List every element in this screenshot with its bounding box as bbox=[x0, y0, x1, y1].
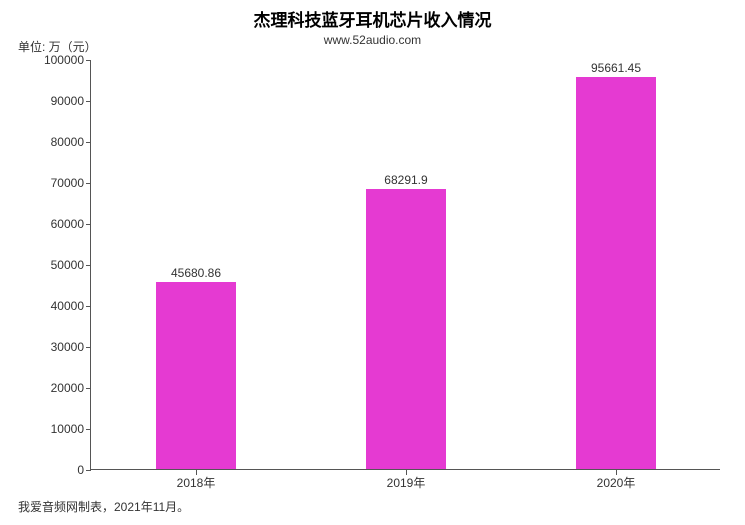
y-axis-tick-mark bbox=[86, 306, 91, 307]
bar-value-label: 68291.9 bbox=[384, 173, 427, 190]
y-axis-tick-label: 0 bbox=[34, 463, 84, 477]
y-axis-tick-mark bbox=[86, 60, 91, 61]
y-axis-tick-label: 60000 bbox=[34, 217, 84, 231]
x-axis-tick-label: 2019年 bbox=[387, 474, 426, 491]
chart-area: 0100002000030000400005000060000700008000… bbox=[90, 60, 720, 470]
chart-subtitle: www.52audio.com bbox=[0, 33, 745, 47]
plot-region: 0100002000030000400005000060000700008000… bbox=[90, 60, 720, 470]
y-axis-tick-label: 70000 bbox=[34, 176, 84, 190]
y-axis-tick-mark bbox=[86, 470, 91, 471]
y-axis-tick-label: 10000 bbox=[34, 422, 84, 436]
footer-note: 我爱音频网制表，2021年11月。 bbox=[18, 498, 189, 515]
title-block: 杰理科技蓝牙耳机芯片收入情况 www.52audio.com bbox=[0, 0, 745, 47]
y-axis-tick-label: 30000 bbox=[34, 340, 84, 354]
y-axis-tick-mark bbox=[86, 265, 91, 266]
chart-title: 杰理科技蓝牙耳机芯片收入情况 bbox=[0, 6, 745, 31]
y-axis-tick-mark bbox=[86, 101, 91, 102]
y-axis-tick-label: 90000 bbox=[34, 94, 84, 108]
y-axis-tick-label: 40000 bbox=[34, 299, 84, 313]
y-axis-tick-label: 80000 bbox=[34, 135, 84, 149]
bar-value-label: 95661.45 bbox=[591, 61, 641, 78]
y-axis-tick-mark bbox=[86, 142, 91, 143]
bar bbox=[156, 282, 236, 469]
y-axis-tick-mark bbox=[86, 429, 91, 430]
y-axis-tick-label: 50000 bbox=[34, 258, 84, 272]
y-axis-tick-label: 20000 bbox=[34, 381, 84, 395]
x-axis-tick-label: 2020年 bbox=[597, 474, 636, 491]
bar bbox=[576, 77, 656, 469]
y-axis-tick-label: 100000 bbox=[34, 53, 84, 67]
y-axis-tick-mark bbox=[86, 183, 91, 184]
y-axis-tick-mark bbox=[86, 347, 91, 348]
y-axis-tick-mark bbox=[86, 224, 91, 225]
y-axis-tick-mark bbox=[86, 388, 91, 389]
bar-value-label: 45680.86 bbox=[171, 266, 221, 283]
bar bbox=[366, 189, 446, 469]
x-axis-tick-label: 2018年 bbox=[177, 474, 216, 491]
